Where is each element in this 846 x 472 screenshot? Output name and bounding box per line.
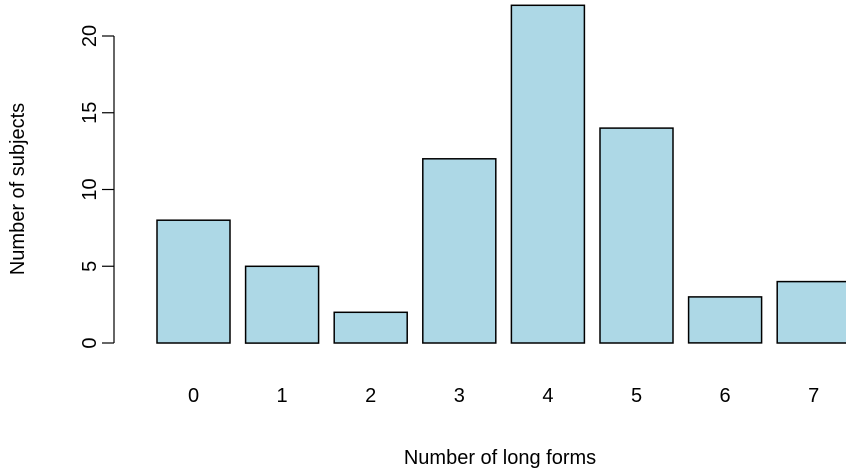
x-tick-label: 7 <box>808 385 819 407</box>
y-tick-label: 10 <box>79 178 101 200</box>
x-tick-label: 0 <box>188 385 199 407</box>
bar-3 <box>422 158 497 344</box>
bar-2 <box>333 311 408 344</box>
bar-5 <box>599 127 674 344</box>
x-tick-label: 3 <box>454 385 465 407</box>
y-tick-label: 0 <box>79 337 101 348</box>
x-tick-label: 6 <box>720 385 731 407</box>
y-axis: 0 5 10 15 20 <box>79 25 115 349</box>
bar-4 <box>510 4 586 344</box>
y-tick-label: 15 <box>79 102 101 124</box>
x-tick-labels: 0 1 2 3 4 5 6 7 <box>188 385 819 407</box>
bar-1 <box>244 265 320 344</box>
bar-7 <box>776 280 846 344</box>
y-tick-label: 5 <box>79 261 101 272</box>
bar-0 <box>156 219 231 344</box>
x-tick-label: 5 <box>631 385 642 407</box>
x-axis-label: Number of long forms <box>404 447 596 469</box>
x-tick-label: 2 <box>365 385 376 407</box>
y-axis-label: Number of subjects <box>7 103 29 275</box>
x-tick-label: 1 <box>277 385 288 407</box>
bar-6 <box>687 296 763 344</box>
y-tick-label: 20 <box>79 25 101 47</box>
x-tick-label: 4 <box>542 385 553 407</box>
bars-group <box>156 4 846 344</box>
